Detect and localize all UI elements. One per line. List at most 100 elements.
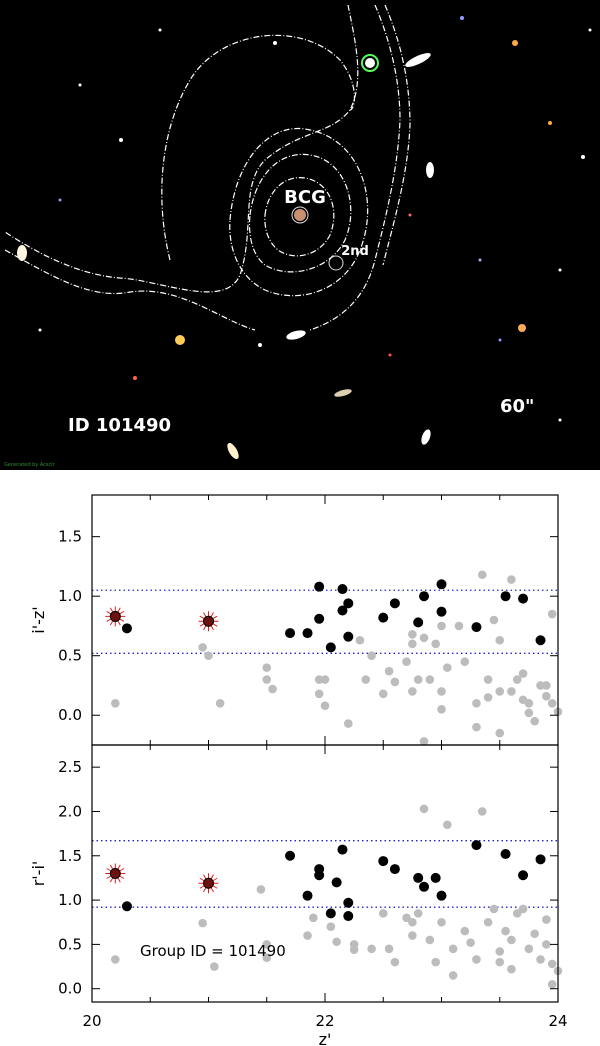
bcg-candidate-point: [109, 610, 121, 622]
member-point: [337, 844, 348, 855]
member-point: [378, 856, 389, 867]
field-point: [443, 820, 452, 830]
field-point: [378, 689, 388, 699]
field-point: [472, 955, 481, 964]
member-point: [314, 613, 325, 624]
field-point: [198, 643, 207, 652]
member-point: [325, 908, 336, 919]
field-point: [507, 575, 516, 584]
field-point: [408, 629, 417, 639]
field-point: [256, 885, 266, 894]
field-point: [314, 689, 324, 699]
y-tick-label: 1.5: [58, 528, 82, 546]
field-point: [460, 657, 470, 666]
sky-image-panel: BCG 2nd ID 101490 60" Generated by Acscl…: [0, 0, 600, 470]
field-point: [524, 699, 534, 708]
field-point: [483, 675, 493, 684]
member-point: [419, 881, 430, 892]
member-point: [419, 591, 430, 602]
field-point: [262, 663, 272, 672]
member-point: [302, 890, 313, 901]
member-point: [413, 872, 424, 883]
field-point: [361, 675, 371, 684]
field-point: [518, 904, 528, 914]
y-tick-label: 2.5: [58, 758, 82, 776]
field-point: [437, 621, 446, 631]
member-point: [518, 593, 529, 604]
bcg-label: BCG: [284, 187, 326, 208]
field-point: [215, 699, 225, 708]
group-id-label: ID 101490: [68, 415, 171, 436]
field-point: [309, 913, 318, 923]
member-point: [535, 854, 546, 865]
member-point: [337, 605, 348, 616]
member-point: [413, 617, 424, 628]
field-point: [408, 917, 417, 927]
member-point: [436, 579, 447, 590]
field-point: [384, 944, 394, 954]
member-point: [325, 642, 336, 653]
bcg-marker: [291, 206, 309, 224]
field-point: [425, 675, 435, 684]
field-point: [448, 944, 458, 954]
member-point: [331, 877, 342, 888]
x-tick-label: 24: [548, 1012, 567, 1030]
y-axis-label: r'-i': [29, 861, 48, 887]
field-point: [437, 917, 446, 927]
field-point: [303, 931, 312, 940]
density-contours: [4, 4, 411, 331]
field-point: [547, 959, 557, 969]
field-point: [419, 737, 429, 746]
field-point: [111, 699, 120, 708]
field-point: [378, 909, 388, 918]
field-point: [419, 633, 429, 643]
field-point: [198, 918, 207, 928]
field-point: [448, 971, 458, 980]
member-point: [436, 890, 447, 901]
member-point: [314, 581, 325, 592]
y-tick-label: 0.0: [58, 706, 82, 724]
x-axis-label: z': [319, 1030, 332, 1046]
field-point: [495, 957, 505, 967]
color-magnitude-plots: 0.0 0.5 1.0 1.5 i'-z' 0.0 0.5 1.0 1.5 2.0 2.5 r'-i'…: [29, 494, 568, 1046]
field-point: [320, 675, 330, 684]
bcg-candidate-point: [203, 615, 214, 627]
field-point: [408, 687, 417, 696]
field-point: [408, 931, 417, 940]
field-point: [344, 719, 353, 728]
y-tick-label: 2.0: [58, 802, 82, 820]
y-tick-label: 1.5: [58, 847, 82, 865]
member-point: [343, 598, 354, 609]
field-point: [483, 917, 493, 927]
field-point: [111, 955, 120, 964]
member-point: [302, 628, 313, 639]
field-point: [477, 570, 487, 580]
field-point: [495, 728, 505, 738]
field-point: [477, 807, 487, 816]
field-point: [443, 663, 452, 672]
field-point: [547, 609, 557, 619]
field-point: [268, 684, 277, 694]
member-point: [500, 591, 511, 602]
field-point: [512, 909, 522, 918]
scale-label: 60": [500, 396, 534, 417]
field-point: [518, 669, 528, 678]
member-point: [337, 584, 348, 595]
field-point: [210, 962, 219, 971]
member-point: [121, 901, 132, 912]
field-point: [542, 691, 551, 701]
field-point: [332, 937, 341, 947]
x-tick-label: 20: [82, 1012, 101, 1030]
field-point: [413, 675, 423, 684]
field-point: [524, 708, 534, 718]
field-point: [483, 693, 493, 702]
field-point: [431, 639, 440, 649]
sky-sources: [17, 16, 592, 460]
field-point: [320, 701, 330, 711]
y-axis-label: i'-z': [29, 606, 48, 633]
second-marker: [328, 255, 344, 271]
field-point: [495, 947, 505, 956]
field-point: [507, 964, 516, 974]
field-point: [489, 615, 499, 625]
field-point: [542, 940, 551, 949]
